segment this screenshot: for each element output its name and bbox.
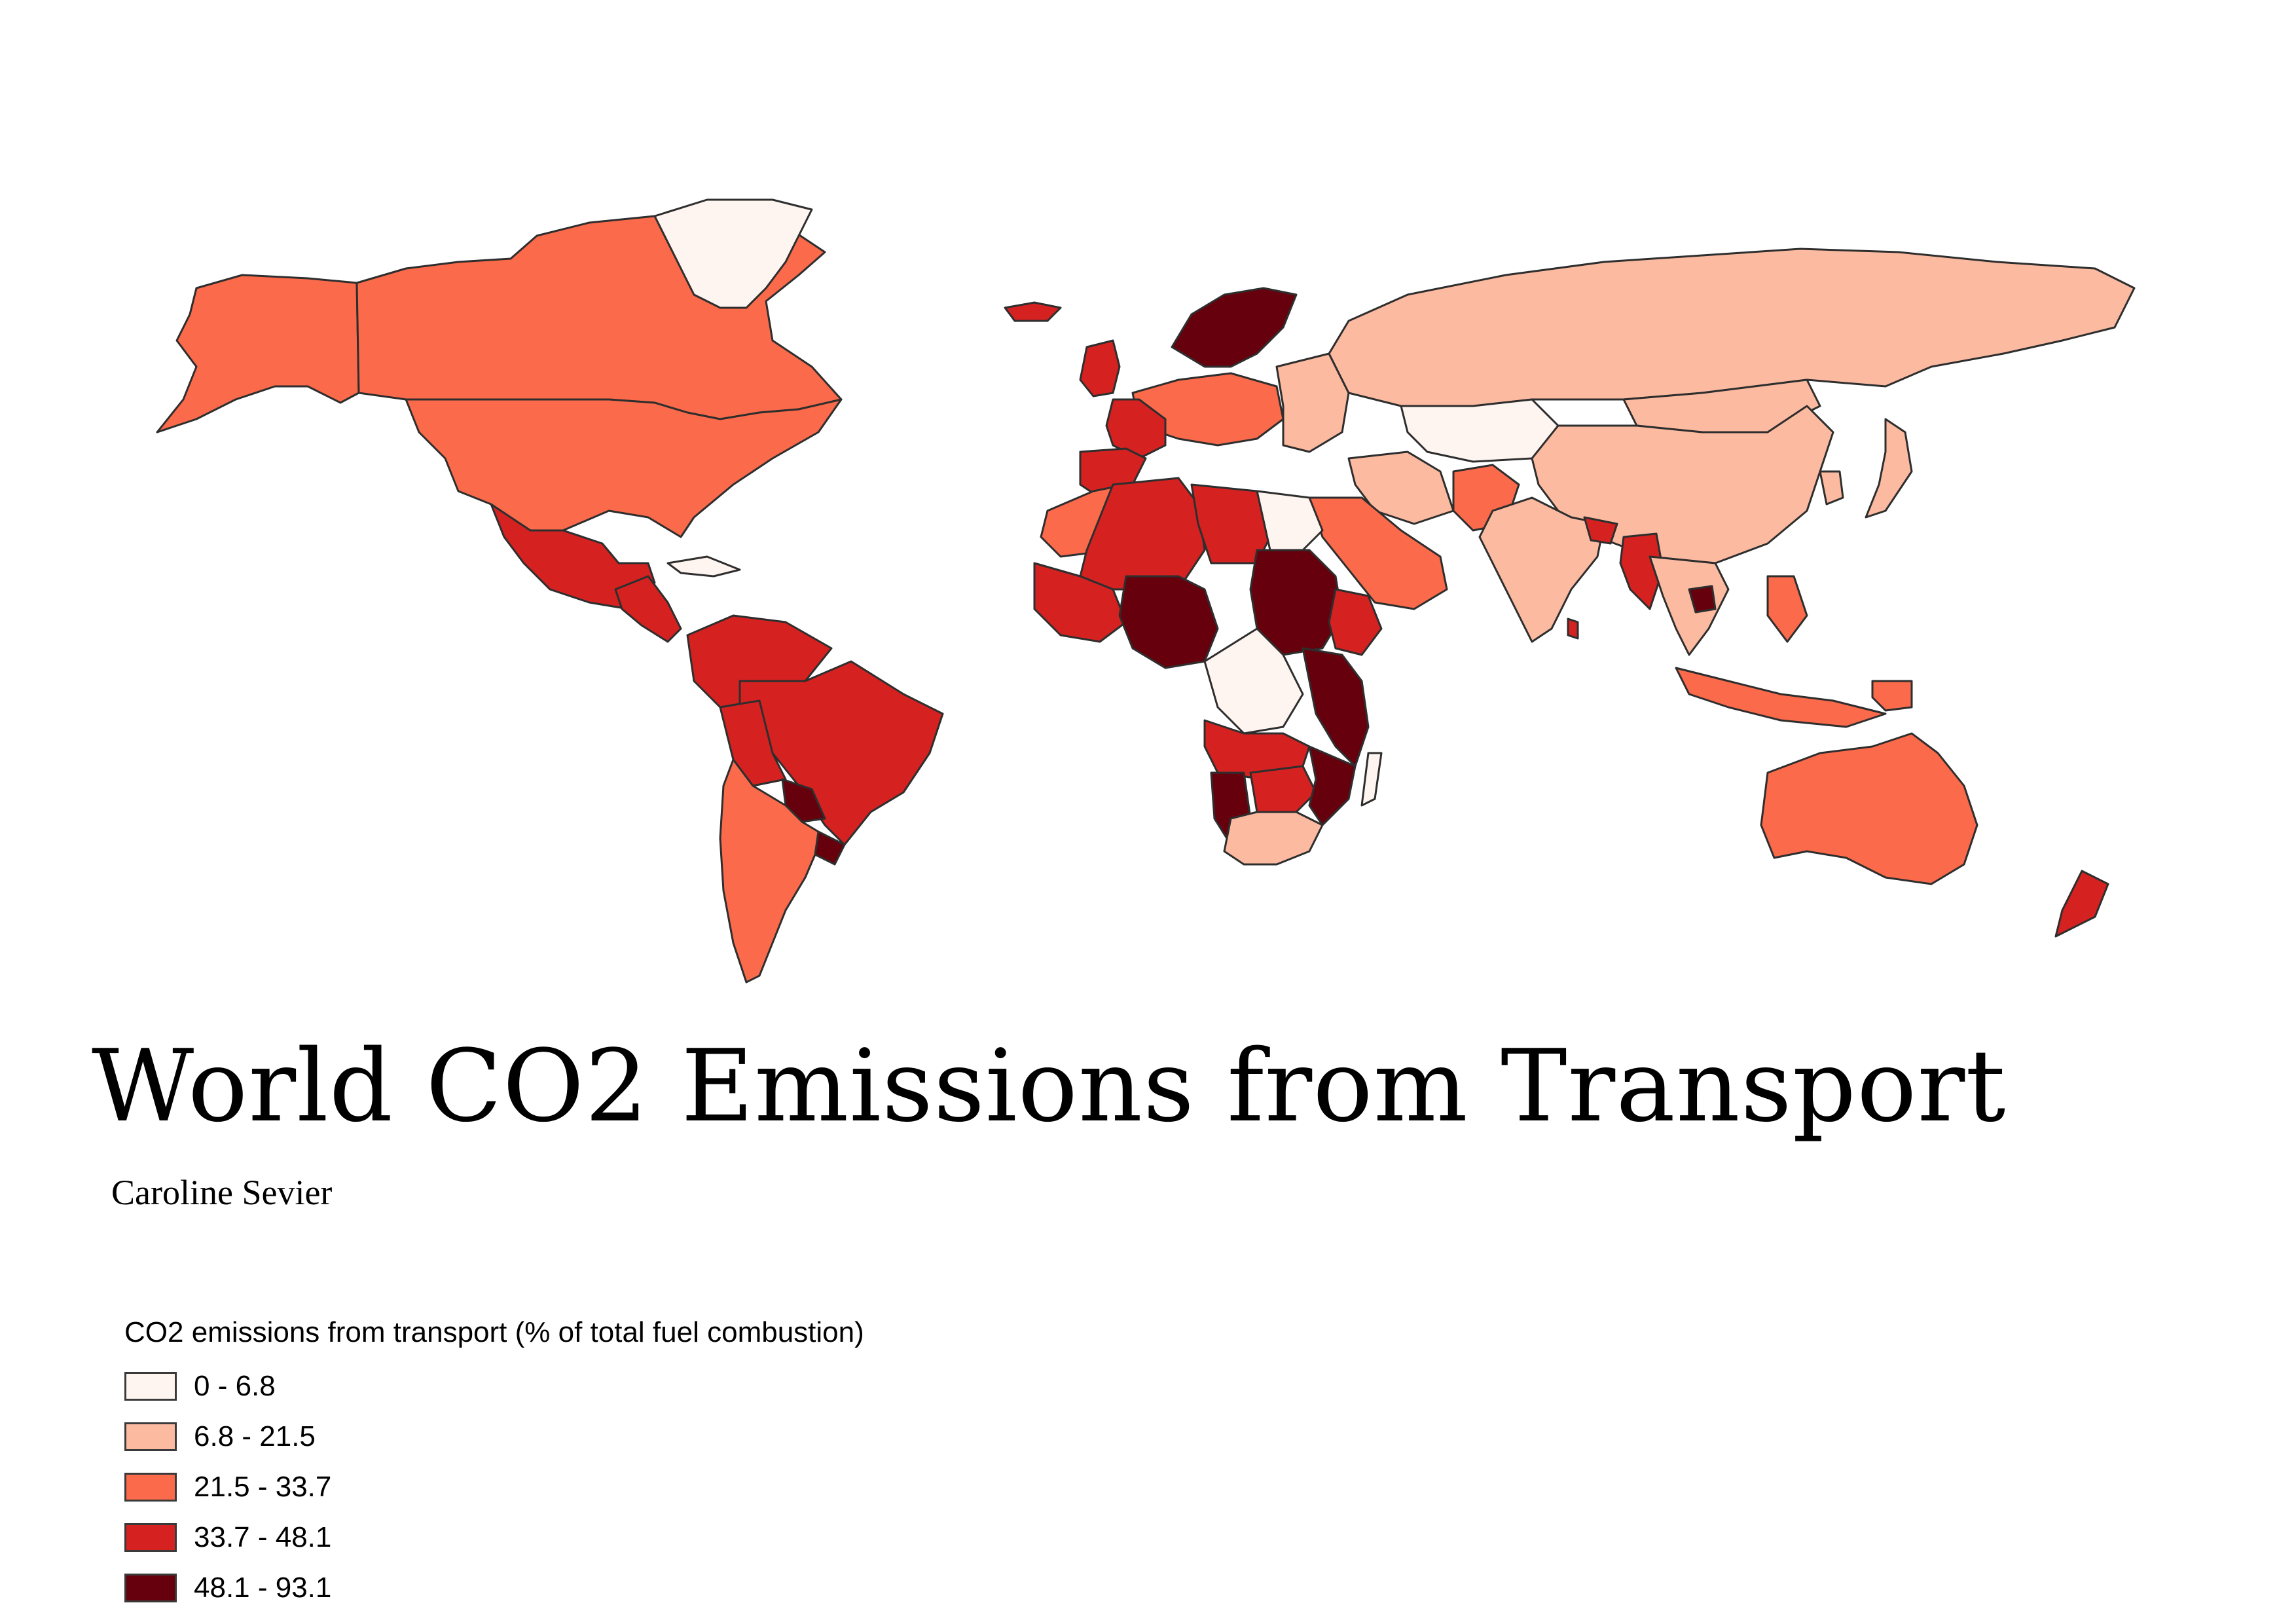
legend-item: 21.5 - 33.7 [124, 1462, 864, 1512]
region-cambodia [1688, 585, 1717, 614]
region-greenland [653, 198, 813, 309]
region-alaska [156, 274, 360, 434]
region-argentina-chile [719, 758, 820, 984]
legend-swatch [124, 1573, 177, 1602]
legend-swatch [124, 1371, 177, 1401]
region-kazakhstan [1400, 398, 1559, 463]
region-arabian-peninsula [1308, 496, 1448, 610]
region-russia [1328, 248, 2136, 407]
region-myanmar [1619, 532, 1664, 610]
map-author: Caroline Sevier [111, 1173, 333, 1212]
region-madagascar [1360, 752, 1383, 807]
legend-swatch [124, 1422, 177, 1451]
region-west-africa [1033, 562, 1127, 643]
region-paraguay [781, 778, 826, 823]
region-indonesia [1675, 667, 1887, 728]
legend-item: 6.8 - 21.5 [124, 1411, 864, 1462]
legend-label: 33.7 - 48.1 [194, 1521, 332, 1553]
region-france [1105, 398, 1167, 460]
region-papua-new-guinea [1871, 680, 1913, 712]
legend-swatch [124, 1472, 177, 1502]
region-australia [1760, 732, 1978, 885]
region-united-states [405, 398, 843, 538]
region-sri-lanka [1567, 618, 1579, 640]
region-japan [1865, 418, 1913, 519]
region-scandinavia [1171, 287, 1298, 368]
region-korea [1819, 470, 1844, 506]
legend: CO2 emissions from transport (% of total… [124, 1316, 864, 1613]
region-central-america [614, 575, 682, 643]
legend-item: 0 - 6.8 [124, 1361, 864, 1411]
region-cuba [666, 555, 741, 578]
legend-swatch [124, 1522, 177, 1552]
legend-title: CO2 emissions from transport (% of total… [124, 1316, 864, 1348]
region-bangladesh [1583, 516, 1618, 545]
region-iran [1347, 451, 1455, 525]
region-east-africa [1302, 647, 1370, 767]
legend-label: 0 - 6.8 [194, 1369, 276, 1402]
region-botswana-zimbabwe [1249, 765, 1317, 813]
region-india [1478, 496, 1605, 643]
region-iceland [1004, 301, 1062, 322]
legend-label: 6.8 - 21.5 [194, 1420, 316, 1452]
region-mexico [490, 503, 656, 610]
region-philippines [1766, 575, 1808, 643]
legend-label: 48.1 - 93.1 [194, 1571, 332, 1604]
world-map [156, 198, 2136, 984]
region-sudan [1249, 549, 1343, 656]
region-drc [1203, 627, 1304, 735]
legend-item: 33.7 - 48.1 [124, 1512, 864, 1562]
region-ethiopia [1328, 588, 1383, 656]
region-new-zealand [2054, 870, 2109, 938]
region-brazil [738, 660, 944, 846]
region-indochina [1649, 555, 1730, 656]
region-south-africa [1223, 811, 1324, 866]
legend-label: 21.5 - 33.7 [194, 1470, 332, 1503]
region-uk-ireland [1079, 339, 1121, 397]
map-title: World CO2 Emissions from Transport [92, 1028, 2007, 1144]
region-niger-nigeria [1118, 575, 1219, 669]
region-egypt [1256, 490, 1324, 551]
legend-item: 48.1 - 93.1 [124, 1562, 864, 1613]
